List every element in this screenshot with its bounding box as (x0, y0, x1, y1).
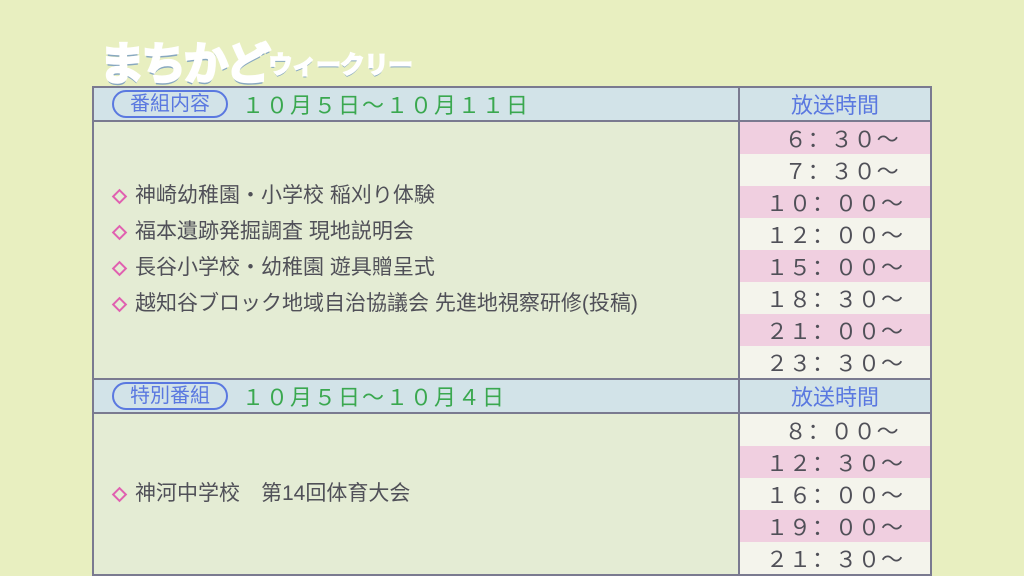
time-slot: ２１：００～ (740, 314, 930, 346)
time-slot: １２：３０～ (740, 446, 930, 478)
time-slot: １５：００～ (740, 250, 930, 282)
time-slot: １６：００～ (740, 478, 930, 510)
time-slot: １２：００～ (740, 218, 930, 250)
time-slot: ７：３０～ (740, 154, 930, 186)
list-item: 越知谷ブロック地域自治協議会 先進地視察研修(投稿) (114, 286, 728, 322)
section-header: 特別番組 １０月５日～１０月４日 放送時間 (94, 378, 930, 414)
section-right-head: 放送時間 (740, 380, 930, 414)
time-slot: ２３：３０～ (740, 346, 930, 378)
diamond-icon (112, 296, 128, 312)
time-slot: ６：３０～ (740, 122, 930, 154)
section-left-head: 番組内容 １０月５日～１０月１１日 (94, 88, 740, 122)
item-text: 長谷小学校・幼稚園 遊具贈呈式 (135, 250, 435, 286)
list-item: 神河中学校 第14回体育大会 (114, 476, 728, 512)
diamond-icon (112, 260, 128, 276)
section-header: 番組内容 １０月５日～１０月１１日 放送時間 (94, 88, 930, 122)
item-text: 福本遺跡発掘調査 現地説明会 (135, 214, 414, 250)
time-slot: １０：００～ (740, 186, 930, 218)
section-right-head: 放送時間 (740, 88, 930, 122)
time-slot: ２１：３０～ (740, 542, 930, 574)
list-item: 神崎幼稚園・小学校 稲刈り体験 (114, 178, 728, 214)
section-badge: 番組内容 (112, 90, 228, 118)
list-item: 長谷小学校・幼稚園 遊具贈呈式 (114, 250, 728, 286)
section-badge: 特別番組 (112, 382, 228, 410)
time-slot: １８：３０～ (740, 282, 930, 314)
section-date-range: １０月５日～１０月４日 (242, 380, 506, 412)
program-list: 神崎幼稚園・小学校 稲刈り体験 福本遺跡発掘調査 現地説明会 長谷小学校・幼稚園… (94, 122, 740, 378)
schedule-panel: 番組内容 １０月５日～１０月１１日 放送時間 神崎幼稚園・小学校 稲刈り体験 福… (92, 86, 932, 576)
section-date-range: １０月５日～１０月１１日 (242, 88, 530, 120)
program-list: 神河中学校 第14回体育大会 (94, 414, 740, 574)
program-title: まちかど ウィークリー (100, 28, 412, 92)
item-text: 神河中学校 第14回体育大会 (135, 476, 410, 512)
section-body: 神河中学校 第14回体育大会 ８：００～ １２：３０～ １６：００～ １９：００… (94, 414, 930, 574)
item-text: 神崎幼稚園・小学校 稲刈り体験 (135, 178, 435, 214)
time-slot: １９：００～ (740, 510, 930, 542)
item-text: 越知谷ブロック地域自治協議会 先進地視察研修(投稿) (135, 286, 638, 322)
diamond-icon (112, 188, 128, 204)
time-list: ８：００～ １２：３０～ １６：００～ １９：００～ ２１：３０～ (740, 414, 930, 574)
time-list: ６：３０～ ７：３０～ １０：００～ １２：００～ １５：００～ １８：３０～ … (740, 122, 930, 378)
list-item: 福本遺跡発掘調査 現地説明会 (114, 214, 728, 250)
diamond-icon (112, 486, 128, 502)
title-main: まちかど (100, 28, 268, 92)
time-slot: ８：００～ (740, 414, 930, 446)
title-sub: ウィークリー (268, 45, 412, 80)
section-left-head: 特別番組 １０月５日～１０月４日 (94, 380, 740, 414)
diamond-icon (112, 224, 128, 240)
section-body: 神崎幼稚園・小学校 稲刈り体験 福本遺跡発掘調査 現地説明会 長谷小学校・幼稚園… (94, 122, 930, 378)
